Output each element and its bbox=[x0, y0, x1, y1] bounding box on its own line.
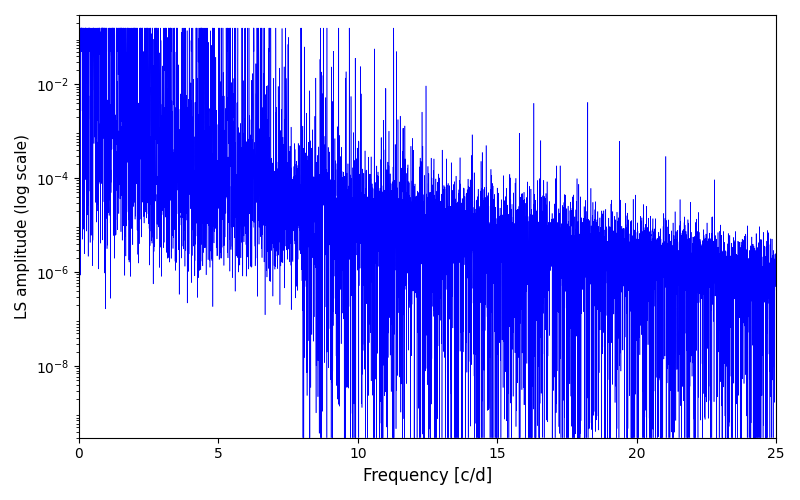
X-axis label: Frequency [c/d]: Frequency [c/d] bbox=[363, 467, 492, 485]
Y-axis label: LS amplitude (log scale): LS amplitude (log scale) bbox=[15, 134, 30, 319]
